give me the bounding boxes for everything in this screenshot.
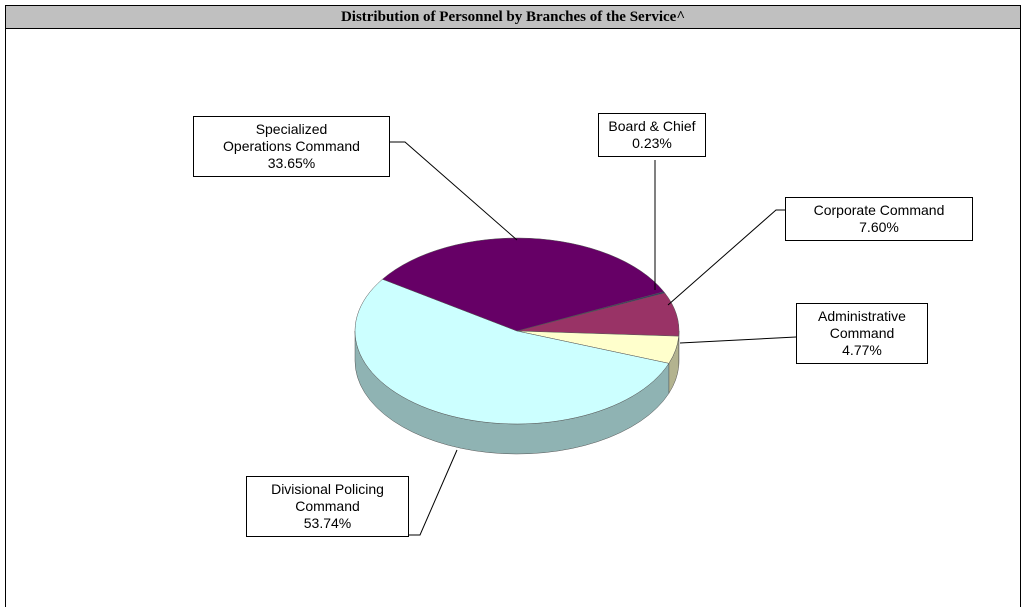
data-label: Board & Chief 0.23% xyxy=(598,113,706,157)
label-category: Specialized Operations Command xyxy=(223,121,360,154)
pie-slice xyxy=(354,278,670,425)
label-value: 0.23% xyxy=(632,135,672,151)
label-category: Board & Chief xyxy=(608,118,696,134)
data-label: Administrative Command 4.77% xyxy=(796,303,928,364)
leader-line xyxy=(390,141,518,241)
chart-frame: Distribution of Personnel by Branches of… xyxy=(5,5,1021,607)
label-value: 7.60% xyxy=(859,219,899,235)
label-value: 33.65% xyxy=(267,155,316,171)
label-value: 4.77% xyxy=(842,342,882,358)
data-label: Divisional Policing Command 53.74% xyxy=(246,476,409,537)
data-label: Specialized Operations Command 33.65% xyxy=(193,116,390,177)
leader-line xyxy=(679,336,797,344)
label-category: Administrative Command xyxy=(818,308,906,341)
label-category: Divisional Policing Command xyxy=(271,481,384,514)
label-value: 53.74% xyxy=(303,515,352,531)
pie-slice xyxy=(381,237,665,332)
leader-line xyxy=(667,209,785,306)
data-label: Corporate Command 7.60% xyxy=(785,197,973,241)
chart-title: Distribution of Personnel by Branches of… xyxy=(6,6,1020,29)
label-category: Corporate Command xyxy=(813,202,945,218)
leader-line xyxy=(409,449,458,536)
